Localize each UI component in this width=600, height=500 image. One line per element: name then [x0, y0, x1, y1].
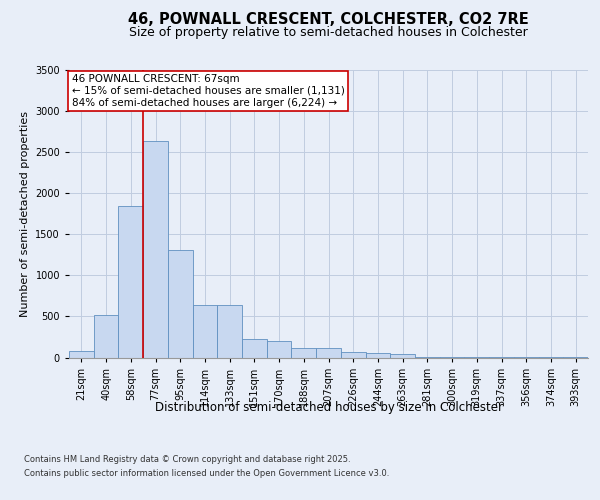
Text: Contains public sector information licensed under the Open Government Licence v3: Contains public sector information licen…: [24, 468, 389, 477]
Y-axis label: Number of semi-detached properties: Number of semi-detached properties: [20, 111, 29, 317]
Bar: [292, 348, 316, 358]
Bar: [143, 140, 168, 358]
Text: 46, POWNALL CRESCENT, COLCHESTER, CO2 7RE: 46, POWNALL CRESCENT, COLCHESTER, CO2 7R…: [128, 12, 529, 28]
Bar: [341, 352, 365, 358]
Bar: [267, 341, 292, 357]
Bar: [168, 250, 193, 358]
Bar: [415, 356, 440, 358]
Bar: [69, 351, 94, 358]
Bar: [316, 348, 341, 358]
Text: Distribution of semi-detached houses by size in Colchester: Distribution of semi-detached houses by …: [155, 401, 503, 414]
Text: Size of property relative to semi-detached houses in Colchester: Size of property relative to semi-detach…: [130, 26, 528, 39]
Bar: [94, 315, 118, 358]
Bar: [217, 305, 242, 358]
Bar: [118, 206, 143, 358]
Bar: [390, 354, 415, 358]
Text: Contains HM Land Registry data © Crown copyright and database right 2025.: Contains HM Land Registry data © Crown c…: [24, 455, 350, 464]
Text: 46 POWNALL CRESCENT: 67sqm
← 15% of semi-detached houses are smaller (1,131)
84%: 46 POWNALL CRESCENT: 67sqm ← 15% of semi…: [71, 74, 344, 108]
Bar: [365, 354, 390, 358]
Bar: [242, 340, 267, 357]
Bar: [193, 305, 217, 358]
